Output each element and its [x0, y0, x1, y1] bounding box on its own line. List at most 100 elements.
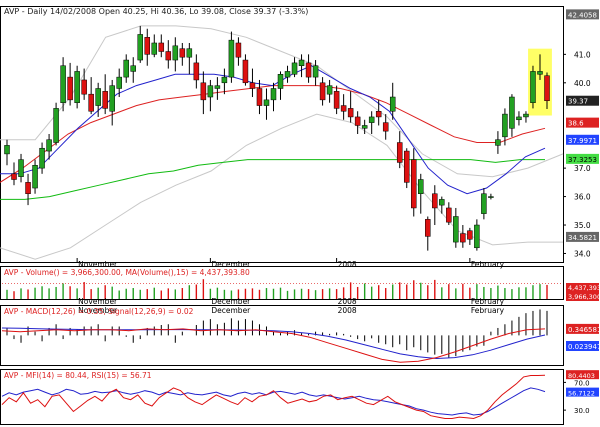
- y-tick-label: 34.0: [574, 249, 591, 258]
- y-tick-badge: [566, 95, 599, 106]
- candle-body: [256, 88, 263, 106]
- candle-body: [242, 59, 249, 84]
- y-tick-label: 40.0: [574, 79, 591, 88]
- candle-body: [130, 65, 136, 72]
- candle-body: [446, 207, 452, 223]
- candle-body: [333, 91, 340, 109]
- candle-body: [439, 199, 445, 206]
- candle-body: [214, 85, 221, 89]
- x-axis-label: 2008: [338, 297, 357, 306]
- candle-body: [95, 88, 101, 106]
- candle-body: [172, 45, 179, 61]
- candle-body: [123, 59, 129, 78]
- x-axis-label: December: [211, 260, 251, 269]
- upper-band-line: [0, 25, 564, 178]
- candle-body: [179, 48, 186, 58]
- short-moving-average-line: [0, 65, 546, 195]
- candle-body: [474, 224, 480, 249]
- candle-body: [263, 99, 270, 106]
- x-axis-label: December: [211, 297, 251, 306]
- candle-body: [453, 216, 459, 243]
- y-tick-label: 37.3253: [568, 156, 597, 164]
- y-tick-label: 36.0: [574, 193, 591, 202]
- candle-body: [74, 71, 80, 103]
- candle-body: [523, 113, 529, 118]
- y-tick-label: 38.6: [568, 120, 584, 128]
- volume-label: 3,966,300: [568, 293, 600, 301]
- candle-body: [116, 76, 122, 89]
- y-tick-label: 37.9971: [568, 137, 597, 145]
- x-axis-label: December: [211, 306, 251, 315]
- rsi-line: [1, 387, 546, 416]
- candle-body: [544, 75, 550, 101]
- candle-body: [137, 34, 143, 61]
- candle-body: [186, 48, 193, 58]
- x-axis-label: February: [471, 260, 505, 269]
- candle-body: [347, 108, 354, 118]
- candle-body: [361, 125, 368, 129]
- macd-line: [1, 328, 546, 363]
- candle-body: [193, 62, 200, 81]
- candle-body: [382, 122, 389, 132]
- macd-title: AVP - MACD(12,26) = 0.35, Signal(12,26,9…: [4, 307, 194, 316]
- y-tick-label: 35.0: [574, 221, 591, 230]
- candle-body: [102, 91, 108, 109]
- x-axis-label: February: [471, 297, 505, 306]
- volume-average-label: 4,437,393: [568, 284, 600, 292]
- candle-body: [277, 74, 284, 89]
- y-tick-badge: [566, 117, 599, 128]
- candle-body: [467, 230, 473, 240]
- candle-body: [25, 182, 31, 194]
- rsi-value-label: 56.7122: [568, 390, 595, 398]
- x-axis-label: November: [78, 297, 118, 306]
- x-axis-label: 2008: [338, 260, 357, 269]
- candle-body: [488, 196, 494, 198]
- candle-body: [340, 105, 347, 112]
- candle-body: [509, 96, 515, 129]
- macd-value-badge: [566, 323, 599, 334]
- y-tick-label: 37.0: [574, 164, 591, 173]
- level-70-label: 70.0: [574, 379, 590, 387]
- candle-body: [151, 42, 158, 55]
- mfi-line: [1, 374, 546, 420]
- price-panel: November December 2008 February 42.4058 41.0 4…: [0, 9, 599, 269]
- candle-body: [298, 59, 305, 66]
- candle-body: [81, 79, 87, 95]
- candle-body: [495, 139, 501, 146]
- candle-body: [291, 62, 298, 75]
- y-tick-badge: [566, 231, 599, 242]
- candle-body: [235, 42, 242, 58]
- macd-value-label: 0.346581: [568, 326, 600, 334]
- signal-value-label: 0.023947: [568, 343, 600, 351]
- y-tick-badge: [566, 153, 599, 164]
- candle-body: [460, 233, 466, 243]
- candle-body: [502, 113, 508, 138]
- candle-body: [368, 116, 375, 123]
- candle-body: [403, 150, 410, 183]
- candle-body: [18, 159, 24, 177]
- candle-body: [11, 173, 17, 180]
- candle-body: [53, 108, 59, 143]
- candle-body: [88, 93, 94, 112]
- candle-body: [165, 51, 172, 61]
- candle-body: [312, 65, 319, 78]
- level-30-label: 30.0: [574, 407, 590, 415]
- candle-body: [60, 65, 66, 103]
- candle-body: [4, 145, 10, 155]
- candle-body: [228, 39, 235, 78]
- macd-panel: November December 2008 February 0.346581 0.02…: [1, 306, 600, 363]
- candle-body: [249, 82, 256, 89]
- x-axis-label: November: [78, 260, 118, 269]
- candle-body: [39, 147, 45, 169]
- candle-body: [200, 82, 207, 101]
- candle-body: [109, 85, 115, 112]
- candle-body: [375, 110, 382, 118]
- price-panel-frame: [0, 6, 564, 263]
- volume-average-badge: [566, 283, 599, 292]
- candle-body: [221, 76, 228, 84]
- y-tick-label: 34.5821: [568, 234, 597, 242]
- y-tick-label: 42.4058: [568, 11, 597, 19]
- volume-panel: November December 2008 February 4,437,3933,9…: [2, 279, 600, 306]
- mfi-value-label: 80.4403: [568, 372, 595, 380]
- candle-body: [32, 165, 38, 189]
